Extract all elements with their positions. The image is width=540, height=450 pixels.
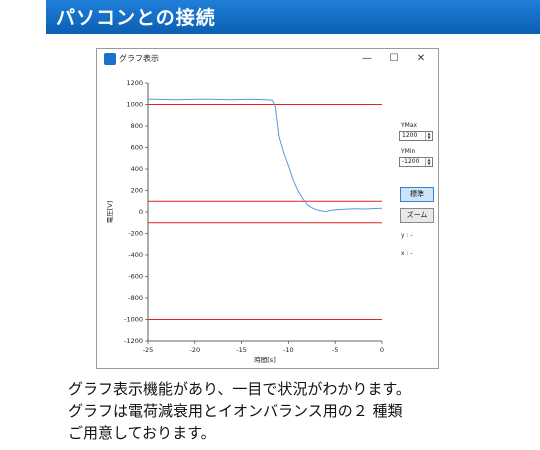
ymin-label: YMin: [401, 148, 416, 155]
x-readout: x : -: [401, 250, 413, 257]
x-tick-label: -20: [189, 346, 200, 354]
ymin-value: -1200: [402, 158, 420, 165]
ymax-value: 1200: [402, 132, 418, 139]
y-tick-label: 0: [139, 208, 143, 216]
x-axis-label: 時間[s]: [254, 356, 275, 364]
caption-line-2: グラフは電荷減衰用とイオンバランス用の２ 種類: [68, 402, 403, 420]
ymax-label: YMax: [401, 122, 418, 129]
graph-window: グラフ表示 — ☐ ✕ 1200 1000 800 600 400 200 0 -200 -40…: [96, 48, 439, 369]
window-title: グラフ表示: [119, 54, 159, 63]
caption-line-3: ご用意しております。: [68, 424, 216, 442]
voltage-chart[interactable]: 120010008006004002000-200-400-600-800-10…: [97, 49, 440, 370]
y-tick-label: -1200: [124, 337, 143, 345]
voltage-series-line: [147, 98, 383, 213]
header-title: パソコンとの接続: [56, 7, 216, 29]
y-axis-label: 電圧[V]: [106, 201, 114, 224]
header-banner: パソコンとの接続: [46, 0, 540, 34]
caption-line-1: グラフ表示機能があり、一目で状況がわかります。: [68, 380, 411, 398]
ymin-input[interactable]: -1200 ▲ ▼: [399, 157, 433, 167]
y-tick-label: 200: [131, 187, 143, 195]
ymin-spin-arrows-icon[interactable]: ▲ ▼: [425, 158, 432, 166]
x-tick-label: -25: [143, 346, 154, 354]
maximize-button[interactable]: ☐: [389, 53, 399, 64]
zoom-button[interactable]: ズーム: [400, 208, 434, 223]
x-tick-label: -15: [236, 346, 247, 354]
x-tick-label: 0: [380, 346, 384, 354]
y-tick-label: -800: [128, 294, 143, 302]
x-tick-label: -5: [332, 346, 338, 354]
standard-button[interactable]: 標準: [400, 187, 434, 202]
y-tick-label: -600: [128, 273, 143, 281]
close-button[interactable]: ✕: [416, 53, 426, 64]
window-titlebar[interactable]: グラフ表示 — ☐ ✕: [97, 49, 438, 69]
ymax-spin-arrows-icon[interactable]: ▲ ▼: [425, 132, 432, 140]
y-tick-label: -400: [128, 251, 143, 259]
app-icon: [104, 53, 116, 65]
y-tick-label: 400: [131, 165, 143, 173]
ymax-input[interactable]: 1200 ▲ ▼: [399, 131, 433, 141]
y-readout: y : -: [401, 232, 413, 239]
y-tick-label: 1200: [126, 79, 143, 87]
x-tick-label: -10: [283, 346, 294, 354]
y-tick-label: -200: [128, 230, 143, 238]
minimize-button[interactable]: —: [362, 53, 372, 64]
y-tick-label: -1000: [124, 316, 143, 324]
y-tick-label: 800: [131, 122, 143, 130]
y-tick-label: 1000: [126, 101, 143, 109]
y-tick-label: 600: [131, 144, 143, 152]
